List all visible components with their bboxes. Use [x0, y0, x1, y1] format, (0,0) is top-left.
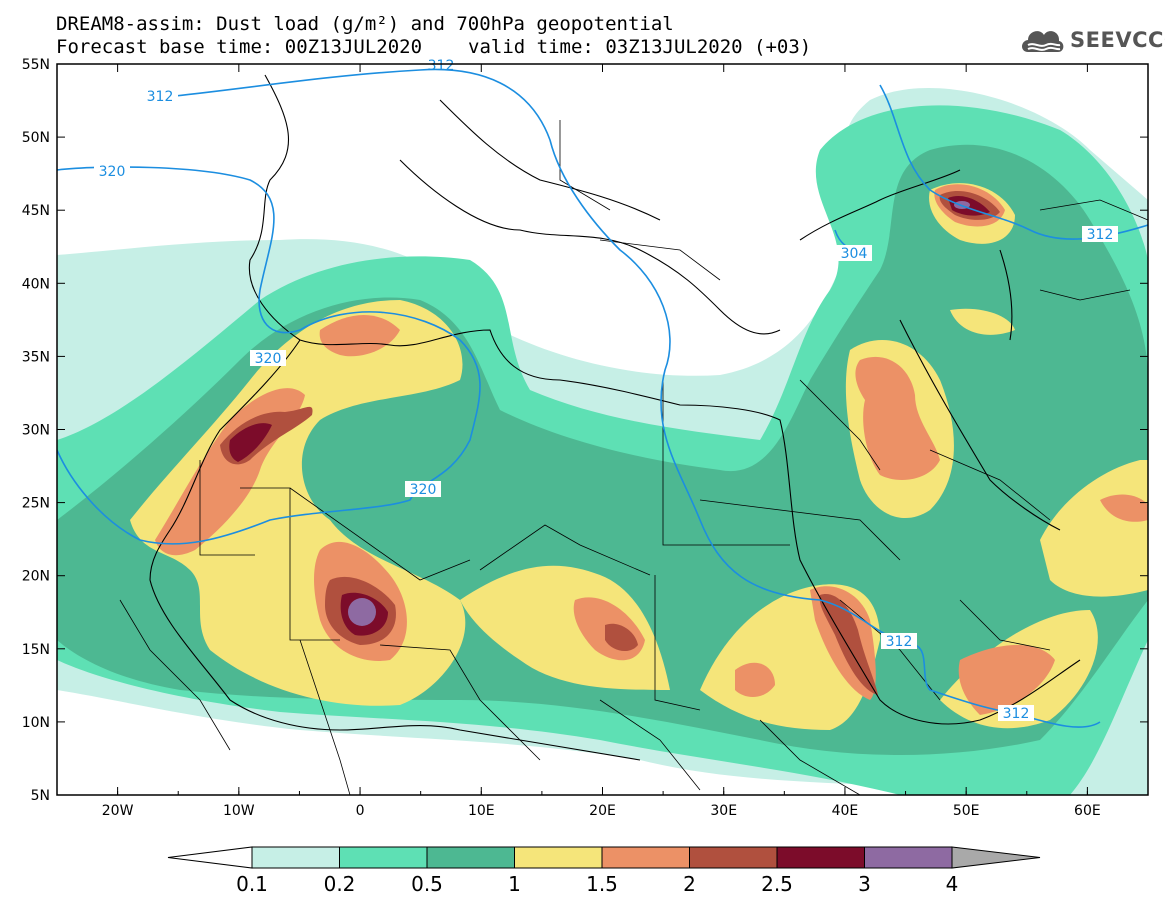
colorbar-cell [426, 846, 515, 869]
colorbar-label: 2 [683, 872, 696, 896]
contour-label: 304 [836, 245, 872, 262]
contour-label: 320 [250, 350, 286, 367]
contour-label: 312 [142, 88, 178, 105]
contour-label: 320 [94, 163, 130, 180]
lon-label: 40E [832, 803, 859, 819]
coastlines [149, 74, 1081, 761]
lon-label: 30E [710, 803, 737, 819]
lat-label: 15N [22, 642, 50, 658]
lon-label: 0 [356, 803, 365, 819]
lat-label: 40N [22, 276, 50, 292]
colorbar-label: 1 [508, 872, 521, 896]
colorbar-label: 0.2 [323, 872, 356, 896]
lat-label: 25N [22, 496, 50, 512]
lat-label: 10N [22, 715, 50, 731]
contour-label: 312 [998, 705, 1034, 722]
lat-label: 35N [22, 349, 50, 365]
title-line-2: Forecast base time: 00Z13JUL2020 valid ti… [56, 37, 811, 57]
contour-label: 312 [881, 633, 917, 650]
colorbar-label: 4 [945, 872, 959, 896]
longitude-axis: 20W 10W 0 10E 20E 30E 40E 50E 60E [56, 64, 1149, 819]
contour-label: 320 [405, 481, 441, 498]
lon-label: 10E [468, 803, 495, 819]
svg-text:312: 312 [428, 58, 455, 74]
forecast-base-time: Forecast base time: 00Z13JUL2020 [56, 36, 423, 58]
svg-text:312: 312 [1087, 227, 1114, 243]
colorbar-cell [689, 846, 778, 869]
lon-label: 10W [223, 803, 255, 819]
cloud-icon [1022, 31, 1064, 52]
svg-text:312: 312 [1003, 706, 1030, 722]
contour-label: 312 [1082, 226, 1118, 243]
colorbar-label: 2.5 [761, 872, 793, 896]
lon-label: 20E [589, 803, 616, 819]
colorbar-cell [776, 846, 865, 869]
lat-label: 55N [22, 57, 50, 73]
logo-text: SEEVCCC [1070, 28, 1165, 52]
colorbar-label: 3 [858, 872, 871, 896]
svg-text:320: 320 [99, 164, 126, 180]
lon-label: 50E [953, 803, 980, 819]
lat-label: 50N [22, 130, 50, 146]
contour-label: 312 [426, 58, 456, 74]
lat-label: 20N [22, 569, 50, 585]
seevccc-logo: SEEVCCC [1018, 22, 1165, 58]
colorbar-label: 0.1 [236, 872, 268, 896]
contour-labels: 312 320 320 320 304 312 312 312 312 [94, 58, 1118, 722]
colorbar-cell [601, 846, 690, 869]
colorbar-cell [864, 846, 953, 869]
colorbar-label: 0.5 [411, 872, 443, 896]
lat-label: 5N [31, 788, 50, 804]
colorbar-cell [251, 846, 340, 869]
colorbar-label: 1.5 [586, 872, 618, 896]
latitude-axis: 55N 50N 45N 40N 35N 30N 25N 20N 15N 10N 5N [22, 57, 1148, 804]
colorbar-cell [339, 846, 428, 869]
title-line-1: DREAM8-assim: Dust load (g/m²) and 700hP… [56, 13, 674, 35]
valid-time: valid time: 03Z13JUL2020 (+03) [468, 36, 812, 58]
svg-text:312: 312 [886, 634, 913, 650]
lon-label: 20W [102, 803, 134, 819]
colorbar-cell [167, 846, 253, 869]
colorbar-cell [951, 846, 1041, 869]
lon-label: 60E [1074, 803, 1101, 819]
svg-text:304: 304 [841, 246, 868, 262]
svg-text:312: 312 [147, 89, 174, 105]
lat-label: 30N [22, 423, 50, 439]
lat-label: 45N [22, 203, 50, 219]
colorbar-cell [514, 846, 603, 869]
svg-text:320: 320 [410, 482, 437, 498]
svg-text:320: 320 [255, 351, 282, 367]
